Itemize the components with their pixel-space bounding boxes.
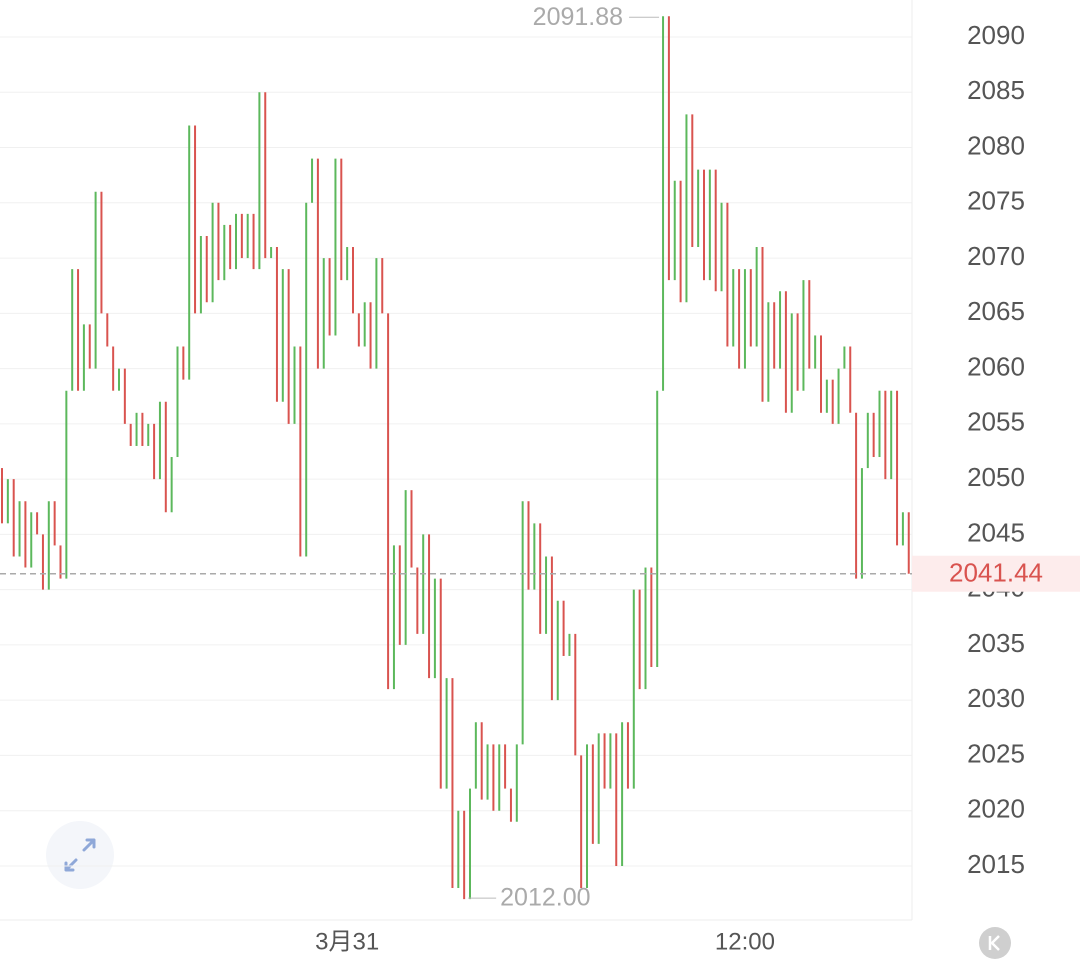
y-tick-label: 2035 <box>967 628 1025 658</box>
y-tick-label: 2020 <box>967 794 1025 824</box>
kline-button[interactable] <box>979 927 1011 959</box>
y-tick-label: 2065 <box>967 296 1025 326</box>
y-tick-label: 2090 <box>967 20 1025 50</box>
last-price-label: 2041.44 <box>949 558 1043 588</box>
y-tick-label: 2030 <box>967 683 1025 713</box>
y-tick-label: 2050 <box>967 462 1025 492</box>
last-price-tag <box>912 555 1080 592</box>
kline-bg <box>979 927 1011 959</box>
expand-button[interactable] <box>46 821 114 889</box>
y-tick-label: 2075 <box>967 186 1025 216</box>
annotation-label: 2091.88 <box>533 3 623 31</box>
y-tick-label: 2060 <box>967 351 1025 381</box>
kline-icon <box>988 935 1000 951</box>
x-tick-label: 12:00 <box>715 928 775 955</box>
y-tick-label: 2015 <box>967 849 1025 879</box>
y-tick-label: 2080 <box>967 130 1025 160</box>
expand-icon <box>64 838 96 872</box>
y-tick-label: 2070 <box>967 241 1025 271</box>
y-tick-label: 2045 <box>967 517 1025 547</box>
y-tick-label: 2025 <box>967 738 1025 768</box>
y-tick-label: 2055 <box>967 407 1025 437</box>
x-tick-label: 3月31 <box>315 928 379 955</box>
expand-bg <box>46 821 114 889</box>
y-tick-label: 2085 <box>967 75 1025 105</box>
annotation-label: 2012.00 <box>500 884 590 912</box>
